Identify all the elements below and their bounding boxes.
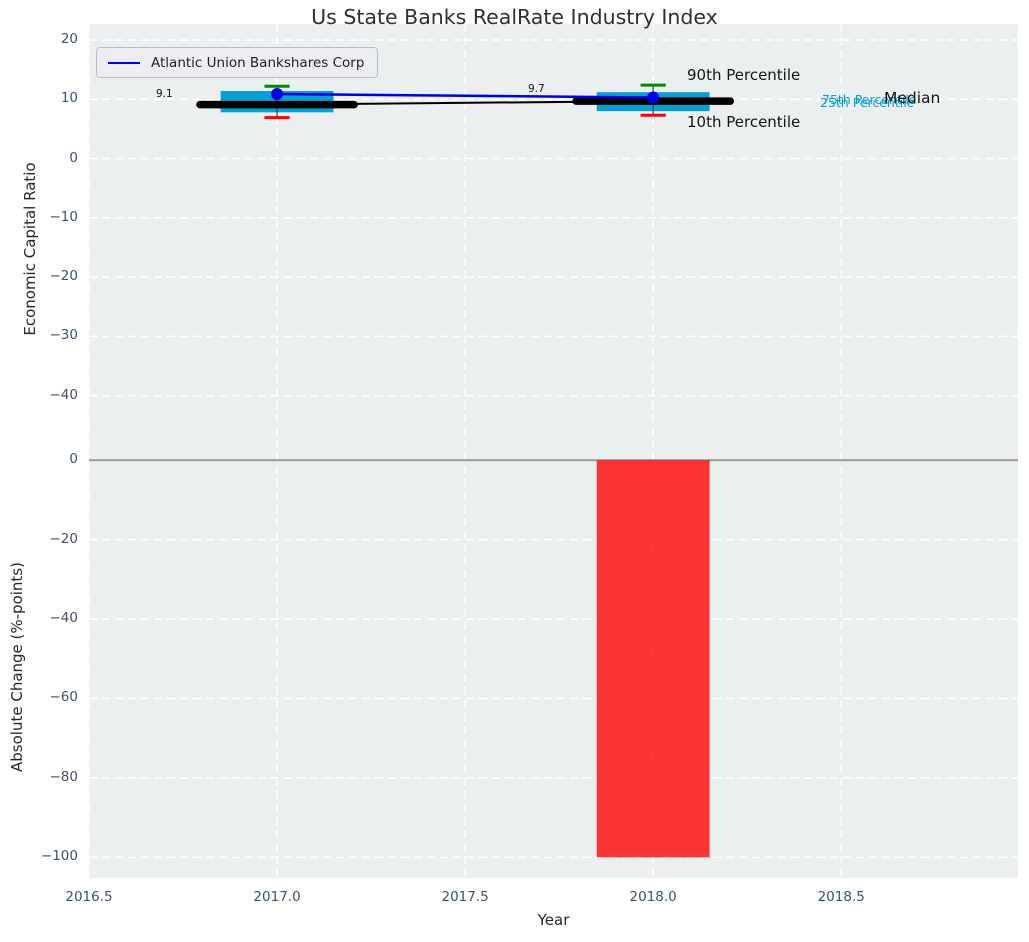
legend-label: Atlantic Union Bankshares Corp [151,54,365,71]
company-line [277,92,654,99]
annotation-median: Median [884,89,941,107]
x-tick-label: 2017.5 [441,889,489,905]
top-y-tick-label: −10 [49,208,79,225]
top-y-tick-label: 10 [60,90,78,107]
annotation-10th-percentile: 10th Percentile [687,113,801,131]
plot-area [89,24,1018,878]
median-value-label-2017: 9.1 [156,88,173,100]
x-tick-label: 2017.0 [253,889,301,905]
legend-line-sample-icon [108,61,140,64]
bottom-y-tick-label: −40 [49,610,79,627]
top-y-tick-label: −40 [49,386,79,403]
bottom-y-tick-label: −80 [49,768,79,785]
company-marker [647,91,660,104]
top-y-tick-label: 20 [60,31,78,47]
annotation-25th-percentile: 25th Percentile [820,95,915,110]
median-value-label-2018: 9.7 [528,83,545,95]
chart-title: Us State Banks RealRate Industry Index [311,5,718,29]
top-y-tick-label: 0 [69,149,78,166]
top-y-tick-label: −30 [49,327,79,344]
annotation-90th-percentile: 90th Percentile [687,66,801,84]
top-y-tick-label: −20 [49,268,79,285]
annotation-75th-percentile: 75th Percentile [822,92,917,107]
bottom-y-tick-label: 0 [69,451,78,468]
bottom-y-tick-label: −20 [49,530,79,547]
bottom-y-axis-label: Absolute Change (%-points) [8,562,26,772]
legend[interactable]: Atlantic Union Bankshares Corp [96,47,379,78]
bottom-y-tick-label: −100 [40,848,78,865]
change-bar [596,460,710,858]
x-tick-label: 2018.5 [817,889,865,905]
bottom-y-tick-label: −60 [49,689,79,706]
company-marker [271,87,284,100]
x-tick-label: 2016.5 [65,889,113,905]
x-tick-label: 2018.0 [629,889,677,905]
x-axis-label: Year [537,911,570,929]
